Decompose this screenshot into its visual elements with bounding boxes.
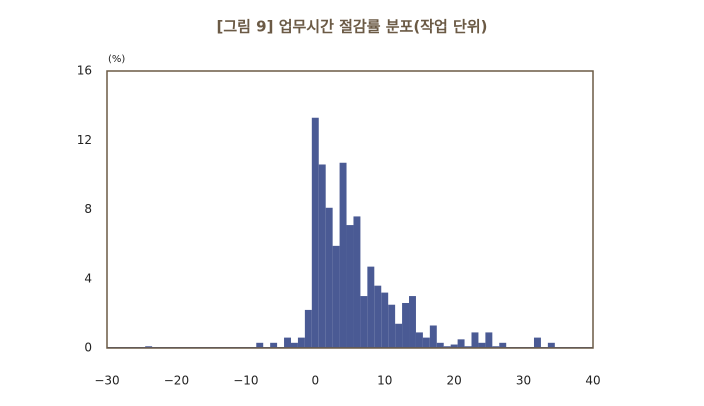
bar xyxy=(471,332,479,348)
bar xyxy=(346,225,354,348)
bar xyxy=(339,162,347,348)
bar xyxy=(374,285,382,348)
y-tick-label: 12 xyxy=(77,133,92,147)
bar xyxy=(360,296,368,348)
chart-title: [그림 9] 업무시간 절감률 분포(작업 단위) xyxy=(217,18,488,36)
bar xyxy=(429,325,437,348)
bar xyxy=(297,337,305,348)
bar xyxy=(499,342,507,348)
y-tick-label: 8 xyxy=(84,202,92,216)
bar xyxy=(422,337,430,348)
bar xyxy=(395,323,403,348)
x-tick-label: −10 xyxy=(233,374,258,388)
bar xyxy=(388,304,396,348)
x-tick-label: 30 xyxy=(516,374,531,388)
bar xyxy=(367,266,375,348)
bar xyxy=(290,342,298,348)
y-tick-label: 16 xyxy=(77,64,92,78)
bar xyxy=(353,216,361,348)
x-tick-label: 0 xyxy=(311,374,319,388)
bar xyxy=(270,342,278,348)
y-tick-label: 4 xyxy=(84,271,92,285)
bar xyxy=(436,342,444,348)
bar xyxy=(311,117,319,349)
bar xyxy=(533,337,541,348)
bar xyxy=(415,332,423,348)
bar xyxy=(457,339,465,348)
bar xyxy=(284,337,291,348)
x-tick-label: 40 xyxy=(585,374,600,388)
x-tick-label: 20 xyxy=(447,374,462,388)
x-tick-label: −30 xyxy=(94,374,119,388)
bar xyxy=(381,292,389,348)
bar xyxy=(304,309,312,348)
bar xyxy=(409,296,416,348)
bar xyxy=(478,342,486,348)
y-axis-unit: (%) xyxy=(108,54,125,65)
bar xyxy=(318,164,326,348)
bar xyxy=(485,332,493,348)
bar xyxy=(547,342,555,348)
x-tick-label: 10 xyxy=(377,374,392,388)
bar xyxy=(256,342,264,348)
bar xyxy=(402,302,410,348)
bar xyxy=(450,344,458,348)
bar xyxy=(332,245,340,348)
x-tick-label: −20 xyxy=(164,374,189,388)
bar xyxy=(325,207,333,348)
y-tick-label: 0 xyxy=(84,341,92,355)
plot-frame xyxy=(106,70,594,349)
